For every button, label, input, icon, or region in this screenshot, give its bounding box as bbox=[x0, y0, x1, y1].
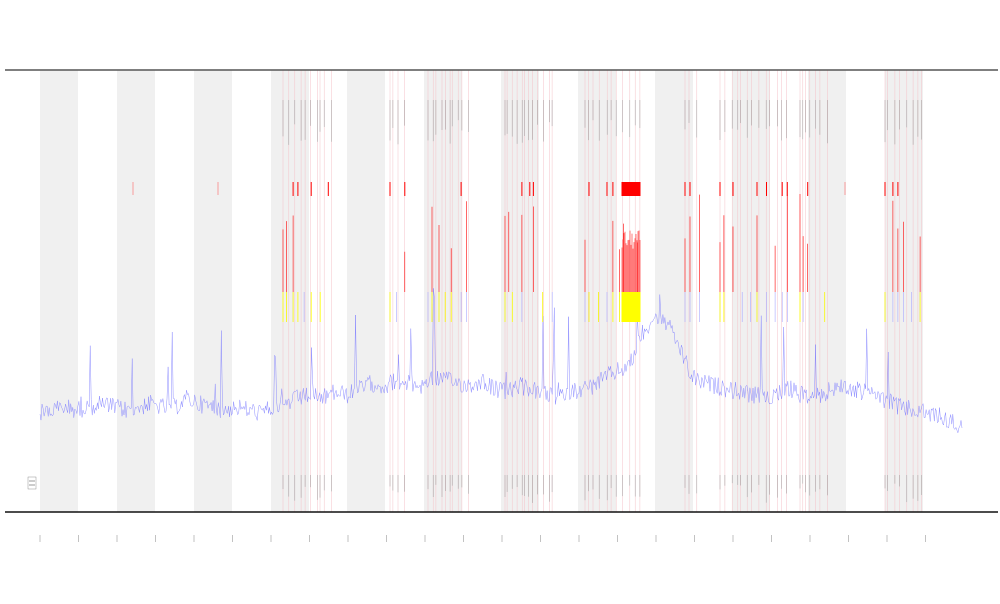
shaded-band bbox=[117, 70, 155, 512]
shaded-band bbox=[271, 70, 309, 512]
shaded-band bbox=[885, 70, 923, 512]
series-line bbox=[39, 288, 963, 434]
shaded-band bbox=[578, 70, 616, 512]
axes bbox=[5, 69, 998, 513]
shaded-band bbox=[347, 70, 385, 512]
x-ticks bbox=[39, 535, 926, 542]
shaded-band bbox=[40, 70, 78, 512]
shaded-band bbox=[732, 70, 770, 512]
legend bbox=[27, 476, 37, 490]
shaded-band bbox=[424, 70, 462, 512]
shaded-bands bbox=[40, 70, 923, 512]
legend-box bbox=[27, 476, 37, 490]
shaded-band bbox=[194, 70, 232, 512]
shaded-band bbox=[808, 70, 846, 512]
series-layer bbox=[39, 182, 963, 434]
shaded-band bbox=[655, 70, 693, 512]
